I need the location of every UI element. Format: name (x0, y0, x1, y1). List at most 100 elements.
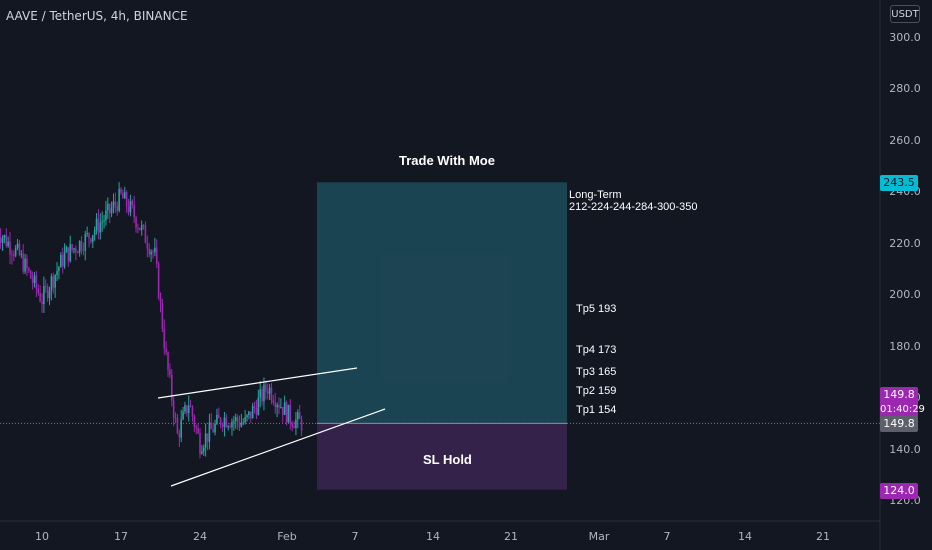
candle-body (99, 222, 102, 233)
candle-body (82, 250, 85, 252)
candle-body (189, 405, 192, 407)
candle-body (112, 201, 115, 209)
candle-body (88, 233, 90, 239)
candle-body (295, 419, 297, 428)
bar-countdown-label: 01:40:29 (880, 402, 925, 418)
tp3-label[interactable]: Tp3 165 (576, 366, 617, 378)
x-tick-label: 24 (193, 530, 207, 543)
candle-body (219, 418, 222, 426)
long-term-targets-label[interactable]: 212-224-244-284-300-350 (569, 201, 698, 213)
candle-body (263, 384, 265, 402)
candle-body (97, 218, 100, 233)
trade-with-moe-label[interactable]: Trade With Moe (399, 153, 495, 168)
sl-hold-label[interactable]: SL Hold (423, 452, 472, 467)
candle-body (281, 406, 284, 415)
candle-body (297, 412, 299, 420)
x-tick-label: 17 (114, 530, 128, 543)
crosshair-price-label: 149.8 (880, 416, 918, 432)
candle-body (16, 243, 19, 248)
candle-body (118, 188, 120, 211)
candle-body (300, 418, 303, 431)
x-tick-label: 14 (738, 530, 752, 543)
candle-body (146, 243, 149, 249)
candle-body (135, 217, 137, 228)
candle-body (107, 203, 109, 211)
candle-body (244, 417, 246, 423)
candle-body (174, 417, 177, 419)
candle-body (120, 188, 122, 193)
long-term-label[interactable]: Long-Term (569, 189, 622, 201)
tp2-label[interactable]: Tp2 159 (576, 385, 617, 397)
tp4-label[interactable]: Tp4 173 (576, 344, 617, 356)
candle-body (60, 254, 62, 268)
x-tick-label: Feb (277, 530, 297, 543)
candle-body (184, 405, 186, 412)
candle-body (69, 244, 72, 262)
candle-body (137, 227, 139, 229)
candle-body (12, 254, 15, 256)
candle-body (289, 404, 292, 424)
candle-body (242, 422, 245, 424)
candle-body (178, 433, 181, 438)
candle-body (169, 369, 171, 375)
candle-body (123, 192, 126, 199)
symbol-title[interactable]: AAVE / TetherUS, 4h, BINANCE (6, 9, 188, 23)
x-tick-label: 21 (504, 530, 518, 543)
candle-body (246, 415, 248, 418)
candle-body (33, 275, 36, 283)
upper-trendline (157, 367, 358, 399)
candle-body (71, 244, 73, 250)
candle-body (291, 423, 293, 427)
candle-body (48, 290, 51, 299)
candle-body (26, 258, 28, 269)
candle-body (108, 203, 111, 214)
candle-body (37, 288, 40, 294)
y-tick-label: 220.0 (889, 237, 921, 250)
y-tick-label: 280.0 (889, 82, 921, 95)
candle-body (110, 208, 113, 214)
candle-body (103, 220, 105, 222)
candle-body (155, 247, 158, 264)
candle-body (39, 293, 41, 302)
y-tick-label: 260.0 (889, 134, 921, 147)
candle-body (278, 404, 280, 408)
currency-button[interactable]: USDT (890, 5, 920, 23)
y-tick-label: 180.0 (889, 340, 921, 353)
candle-body (129, 200, 132, 213)
y-tick-label: 140.0 (889, 443, 921, 456)
x-tick-label: Mar (588, 530, 610, 543)
candle-body (125, 192, 128, 207)
candle-body (116, 205, 119, 211)
tp5-label[interactable]: Tp5 193 (576, 303, 617, 315)
candle-body (202, 447, 205, 452)
candle-body (163, 328, 166, 349)
target-price-label: 243.5 (880, 175, 918, 191)
candle-body (287, 404, 290, 423)
tp1-label[interactable]: Tp1 154 (576, 404, 617, 416)
y-tick-label: 200.0 (889, 288, 921, 301)
candle-body (265, 384, 267, 392)
candle-body (283, 402, 286, 415)
candle-body (144, 225, 147, 244)
x-tick-label: 7 (663, 530, 671, 543)
target-zone (317, 182, 567, 424)
candle-body (152, 251, 154, 253)
candle-body (266, 391, 269, 394)
candle-body (261, 389, 263, 402)
candle-body (41, 301, 43, 305)
candle-body (9, 241, 11, 255)
lower-trendline (170, 408, 386, 487)
candle-body (127, 206, 130, 213)
candle-body (253, 406, 256, 408)
candle-body (270, 387, 273, 401)
candle-body (159, 298, 162, 303)
candle-body (18, 243, 21, 255)
candle-body (210, 422, 213, 430)
candle-body (50, 276, 53, 291)
candle-body (195, 426, 198, 429)
candlestick-series (0, 182, 303, 459)
candle-body (3, 235, 6, 239)
current-price-label: 149.8 (880, 387, 918, 403)
candle-body (133, 205, 135, 218)
